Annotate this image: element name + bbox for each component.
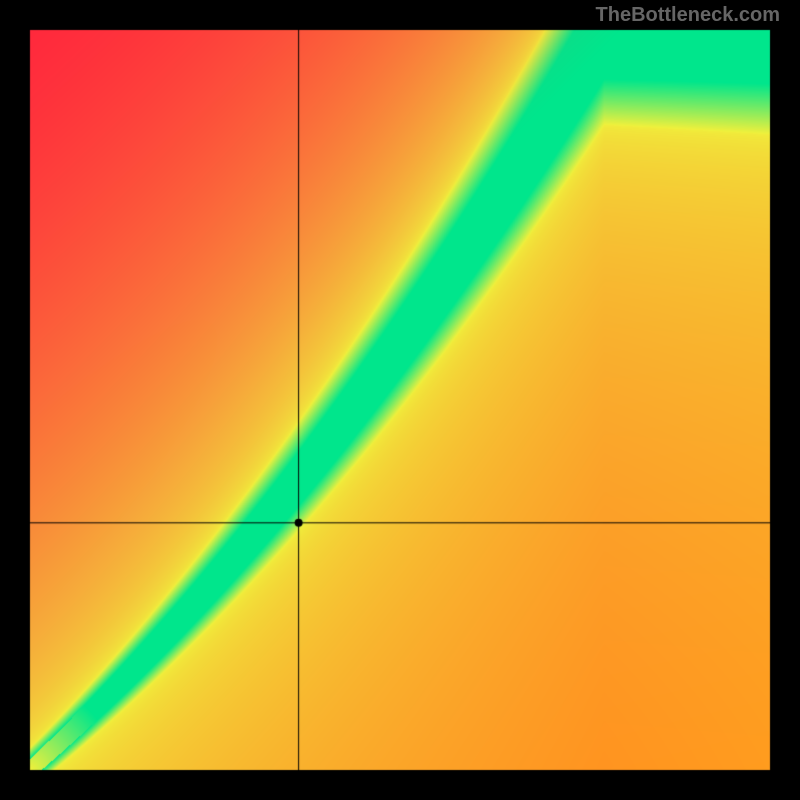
- heatmap-chart: [0, 0, 800, 800]
- chart-container: TheBottleneck.com: [0, 0, 800, 800]
- watermark-text: TheBottleneck.com: [596, 4, 780, 27]
